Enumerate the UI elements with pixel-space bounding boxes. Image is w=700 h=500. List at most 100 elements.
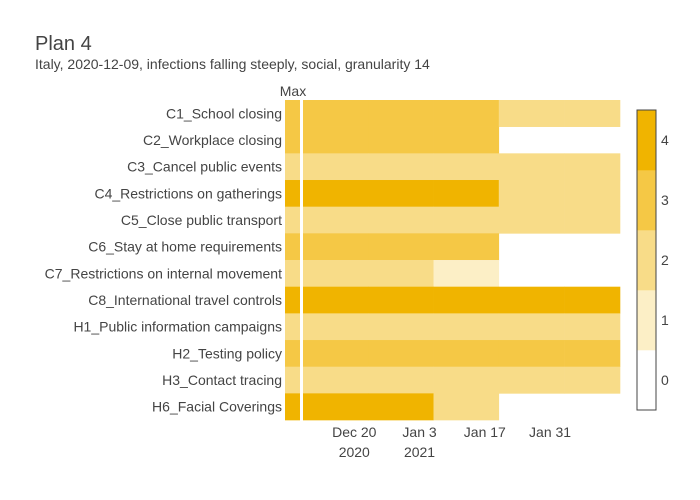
heatmap-cell — [498, 100, 565, 127]
max-cell — [285, 286, 300, 314]
row-label: H3_Contact tracing — [162, 372, 282, 388]
x-tick-label: Jan 17 — [464, 424, 506, 440]
row-label: H6_Facial Coverings — [152, 399, 282, 415]
heatmap-cell — [433, 126, 500, 154]
heatmap-cell — [368, 340, 434, 367]
heatmap-cell — [498, 286, 565, 314]
heatmap-cell — [433, 260, 500, 287]
colorbar-segment — [637, 110, 656, 171]
heatmap-cell — [433, 393, 500, 421]
heatmap-cell — [303, 100, 369, 127]
heatmap-cell — [498, 180, 565, 207]
heatmap-cell — [303, 340, 369, 367]
colorbar-tick-label: 1 — [661, 312, 669, 328]
row-label: H2_Testing policy — [172, 345, 282, 361]
max-cell — [285, 126, 300, 154]
row-label: H1_Public information campaigns — [73, 319, 282, 335]
heatmap-cell — [564, 313, 621, 341]
colorbar-tick-label: 2 — [661, 252, 669, 268]
x-tick-label: Jan 3 — [402, 424, 436, 440]
heatmap-cell — [433, 206, 500, 234]
heatmap-cell — [564, 340, 621, 367]
heatmap-cell — [564, 366, 621, 394]
max-cell — [285, 366, 300, 394]
heatmap-cell — [498, 206, 565, 234]
heatmap-cell — [498, 366, 565, 394]
heatmap-cell — [303, 233, 369, 261]
heatmap-cell — [368, 180, 434, 207]
heatmap-cell — [564, 206, 621, 234]
max-column-divider — [300, 100, 303, 420]
heatmap-cell — [368, 393, 434, 421]
heatmap-cell — [303, 393, 369, 421]
heatmap-cell — [433, 180, 500, 207]
heatmap-cell — [303, 313, 369, 341]
heatmap-cell — [433, 153, 500, 181]
max-cell — [285, 233, 300, 261]
max-cell — [285, 180, 300, 207]
heatmap-cell — [368, 206, 434, 234]
colorbar-segment — [637, 170, 656, 231]
heatmap-cell — [303, 260, 369, 287]
heatmap-cell — [498, 153, 565, 181]
heatmap-cell — [564, 286, 621, 314]
max-cell — [285, 393, 300, 421]
row-label: C4_Restrictions on gatherings — [94, 185, 282, 201]
heatmap-cell — [498, 340, 565, 367]
colorbar-segment — [637, 230, 656, 291]
x-axis-labels: Dec 20 2020 Jan 3 2021 Jan 17 Jan 31 — [332, 424, 571, 460]
row-label: C1_School closing — [166, 105, 282, 121]
colorbar-segment — [637, 350, 656, 411]
max-cell — [285, 100, 300, 127]
heatmap-cell — [498, 313, 565, 341]
x-tick-label: Dec 20 — [332, 424, 377, 440]
heatmap-cell — [368, 153, 434, 181]
heatmap-cell — [433, 233, 500, 261]
heatmap-cell — [303, 366, 369, 394]
heatmap-cell — [433, 340, 500, 367]
x-tick-sublabel: 2021 — [404, 444, 435, 460]
heatmap-cell — [368, 100, 434, 127]
heatmap-cell — [368, 233, 434, 261]
row-label: C3_Cancel public events — [127, 159, 282, 175]
max-cell — [285, 340, 300, 367]
max-column-label: Max — [280, 83, 306, 99]
heatmap-cell — [433, 100, 500, 127]
heatmap-cell — [433, 313, 500, 341]
heatmap-cell — [368, 260, 434, 287]
heatmap-cell — [368, 313, 434, 341]
heatmap-cell — [303, 126, 369, 154]
colorbar-outline — [636, 109, 657, 411]
x-tick-sublabel: 2020 — [339, 444, 370, 460]
colorbar: 0 1 2 3 4 — [636, 109, 669, 411]
heatmap-cell — [303, 286, 369, 314]
heatmap-cell — [564, 153, 621, 181]
max-column-cells — [285, 100, 300, 421]
colorbar-tick-label: 4 — [661, 132, 669, 148]
max-cell — [285, 313, 300, 341]
heatmap-cell — [303, 206, 369, 234]
max-cell — [285, 206, 300, 234]
heatmap-cell — [303, 153, 369, 181]
heatmap-cell — [564, 100, 621, 127]
row-label: C8_International travel controls — [88, 292, 282, 308]
heatmap-cell — [368, 366, 434, 394]
row-label: C5_Close public transport — [121, 212, 282, 228]
colorbar-tick-label: 0 — [661, 372, 669, 388]
colorbar-tick-label: 3 — [661, 192, 669, 208]
heatmap-cells — [303, 100, 621, 421]
heatmap-cell — [564, 180, 621, 207]
chart-subtitle: Italy, 2020-12-09, infections falling st… — [35, 56, 430, 72]
x-tick-label: Jan 31 — [529, 424, 571, 440]
row-labels: C1_School closing C2_Workplace closing C3_… — [45, 105, 282, 414]
row-label: C2_Workplace closing — [143, 132, 282, 148]
colorbar-segment — [637, 290, 656, 351]
max-cell — [285, 260, 300, 287]
row-label: C7_Restrictions on internal movement — [45, 265, 282, 281]
heatmap-cell — [368, 126, 434, 154]
heatmap-cell — [368, 286, 434, 314]
chart-title: Plan 4 — [35, 33, 92, 55]
heatmap-cell — [433, 286, 500, 314]
max-cell — [285, 153, 300, 181]
